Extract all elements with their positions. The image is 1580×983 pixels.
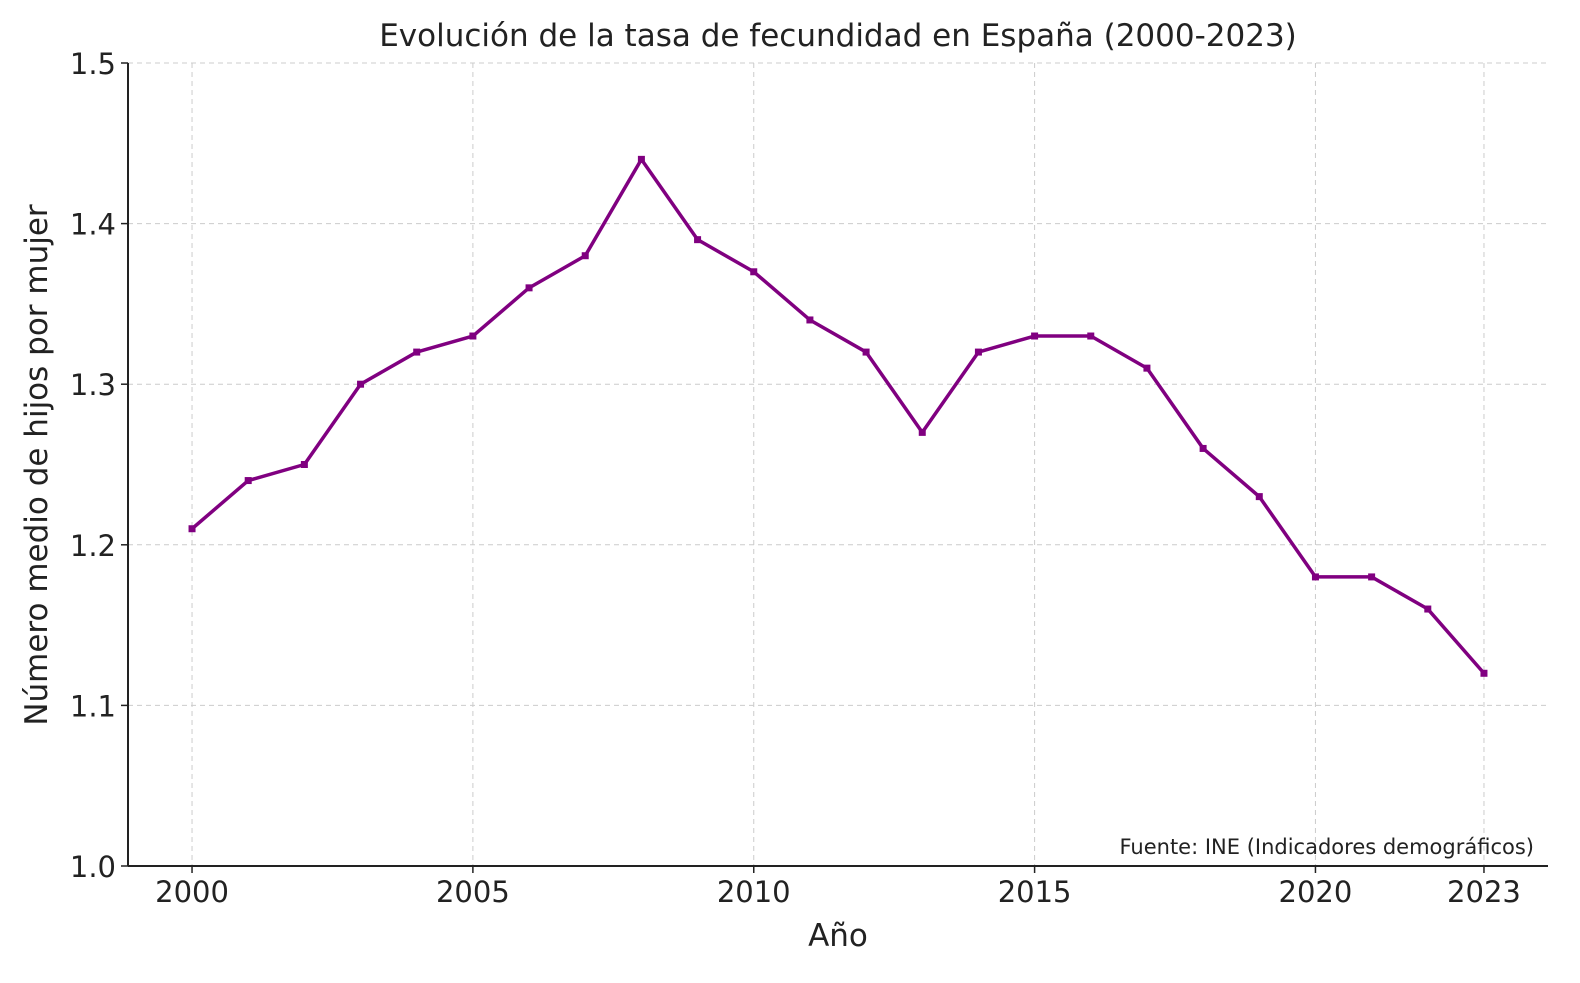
y-tick-label: 1.5 — [70, 47, 116, 81]
x-axis-label: Año — [808, 918, 868, 954]
y-tick-label: 1.3 — [70, 368, 116, 402]
data-point — [300, 461, 308, 468]
data-point — [1199, 444, 1207, 452]
data-point — [357, 380, 365, 388]
data-point — [1424, 605, 1432, 613]
data-point — [1480, 669, 1488, 677]
data-point — [244, 477, 252, 485]
x-tick-label: 2023 — [1447, 875, 1521, 909]
chart-title: Evolución de la tasa de fecundidad en Es… — [379, 18, 1297, 54]
data-point — [806, 316, 814, 324]
series — [188, 155, 1488, 677]
data-point — [413, 348, 421, 356]
x-tick-label: 2000 — [155, 875, 229, 909]
y-tick-label: 1.2 — [70, 529, 116, 563]
data-point — [525, 284, 533, 292]
data-point — [1311, 573, 1319, 581]
x-tick-label: 2005 — [436, 875, 510, 909]
grid — [128, 62, 1548, 867]
data-point — [750, 268, 758, 276]
data-point — [469, 332, 477, 340]
data-point — [581, 252, 589, 260]
y-tick-label: 1.1 — [70, 689, 116, 723]
data-point — [694, 236, 702, 244]
data-point — [1143, 364, 1151, 372]
data-point — [862, 348, 870, 356]
data-point — [1031, 332, 1039, 340]
x-tick-label: 2020 — [1279, 875, 1353, 909]
data-point — [188, 525, 196, 533]
y-tick-label: 1.4 — [70, 208, 116, 242]
data-point — [1087, 332, 1095, 340]
data-point — [1255, 493, 1263, 501]
source-annotation: Fuente: INE (Indicadores demográficos) — [1119, 835, 1534, 859]
x-tick-label: 2015 — [998, 875, 1072, 909]
ticks: 2000 2005 2010 2015 2020 2023 1.0 1.1 1.2 1.3 1.4 1… — [70, 47, 1521, 909]
x-tick-label: 2010 — [717, 875, 791, 909]
axes — [127, 63, 1548, 867]
data-point — [1368, 573, 1376, 581]
data-point — [918, 428, 926, 436]
y-tick-label: 1.0 — [70, 850, 116, 884]
series-line — [190, 157, 1486, 675]
data-point — [974, 348, 982, 356]
data-point — [637, 155, 645, 163]
y-axis-label: Número medio de hijos por mujer — [19, 204, 55, 726]
